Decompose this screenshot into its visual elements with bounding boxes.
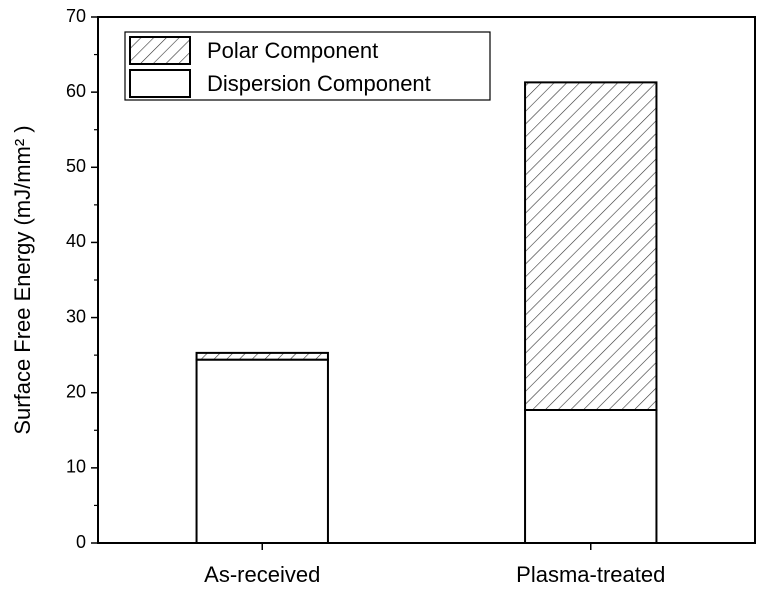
x-tick-label: As-received <box>204 562 320 587</box>
bar-segment <box>195 351 329 361</box>
legend-swatch <box>129 69 191 98</box>
y-tick-label: 40 <box>66 231 86 251</box>
plot-frame <box>97 16 756 544</box>
y-tick-label: 70 <box>66 6 86 26</box>
y-tick-label: 60 <box>66 81 86 101</box>
y-tick-label: 20 <box>66 381 86 401</box>
y-tick-label: 10 <box>66 457 86 477</box>
bar-segment <box>195 358 329 544</box>
y-tick-label: 0 <box>76 532 86 552</box>
y-tick-label: 30 <box>66 306 86 326</box>
legend-label: Polar Component <box>207 38 378 63</box>
y-tick-label: 50 <box>66 156 86 176</box>
bar-segment <box>524 408 658 544</box>
y-axis-label: Surface Free Energy (mJ/mm² ) <box>10 125 35 434</box>
x-tick-label: Plasma-treated <box>516 562 665 587</box>
legend-label: Dispersion Component <box>207 71 431 96</box>
bar-segment <box>524 81 658 411</box>
legend-swatch <box>129 36 191 65</box>
